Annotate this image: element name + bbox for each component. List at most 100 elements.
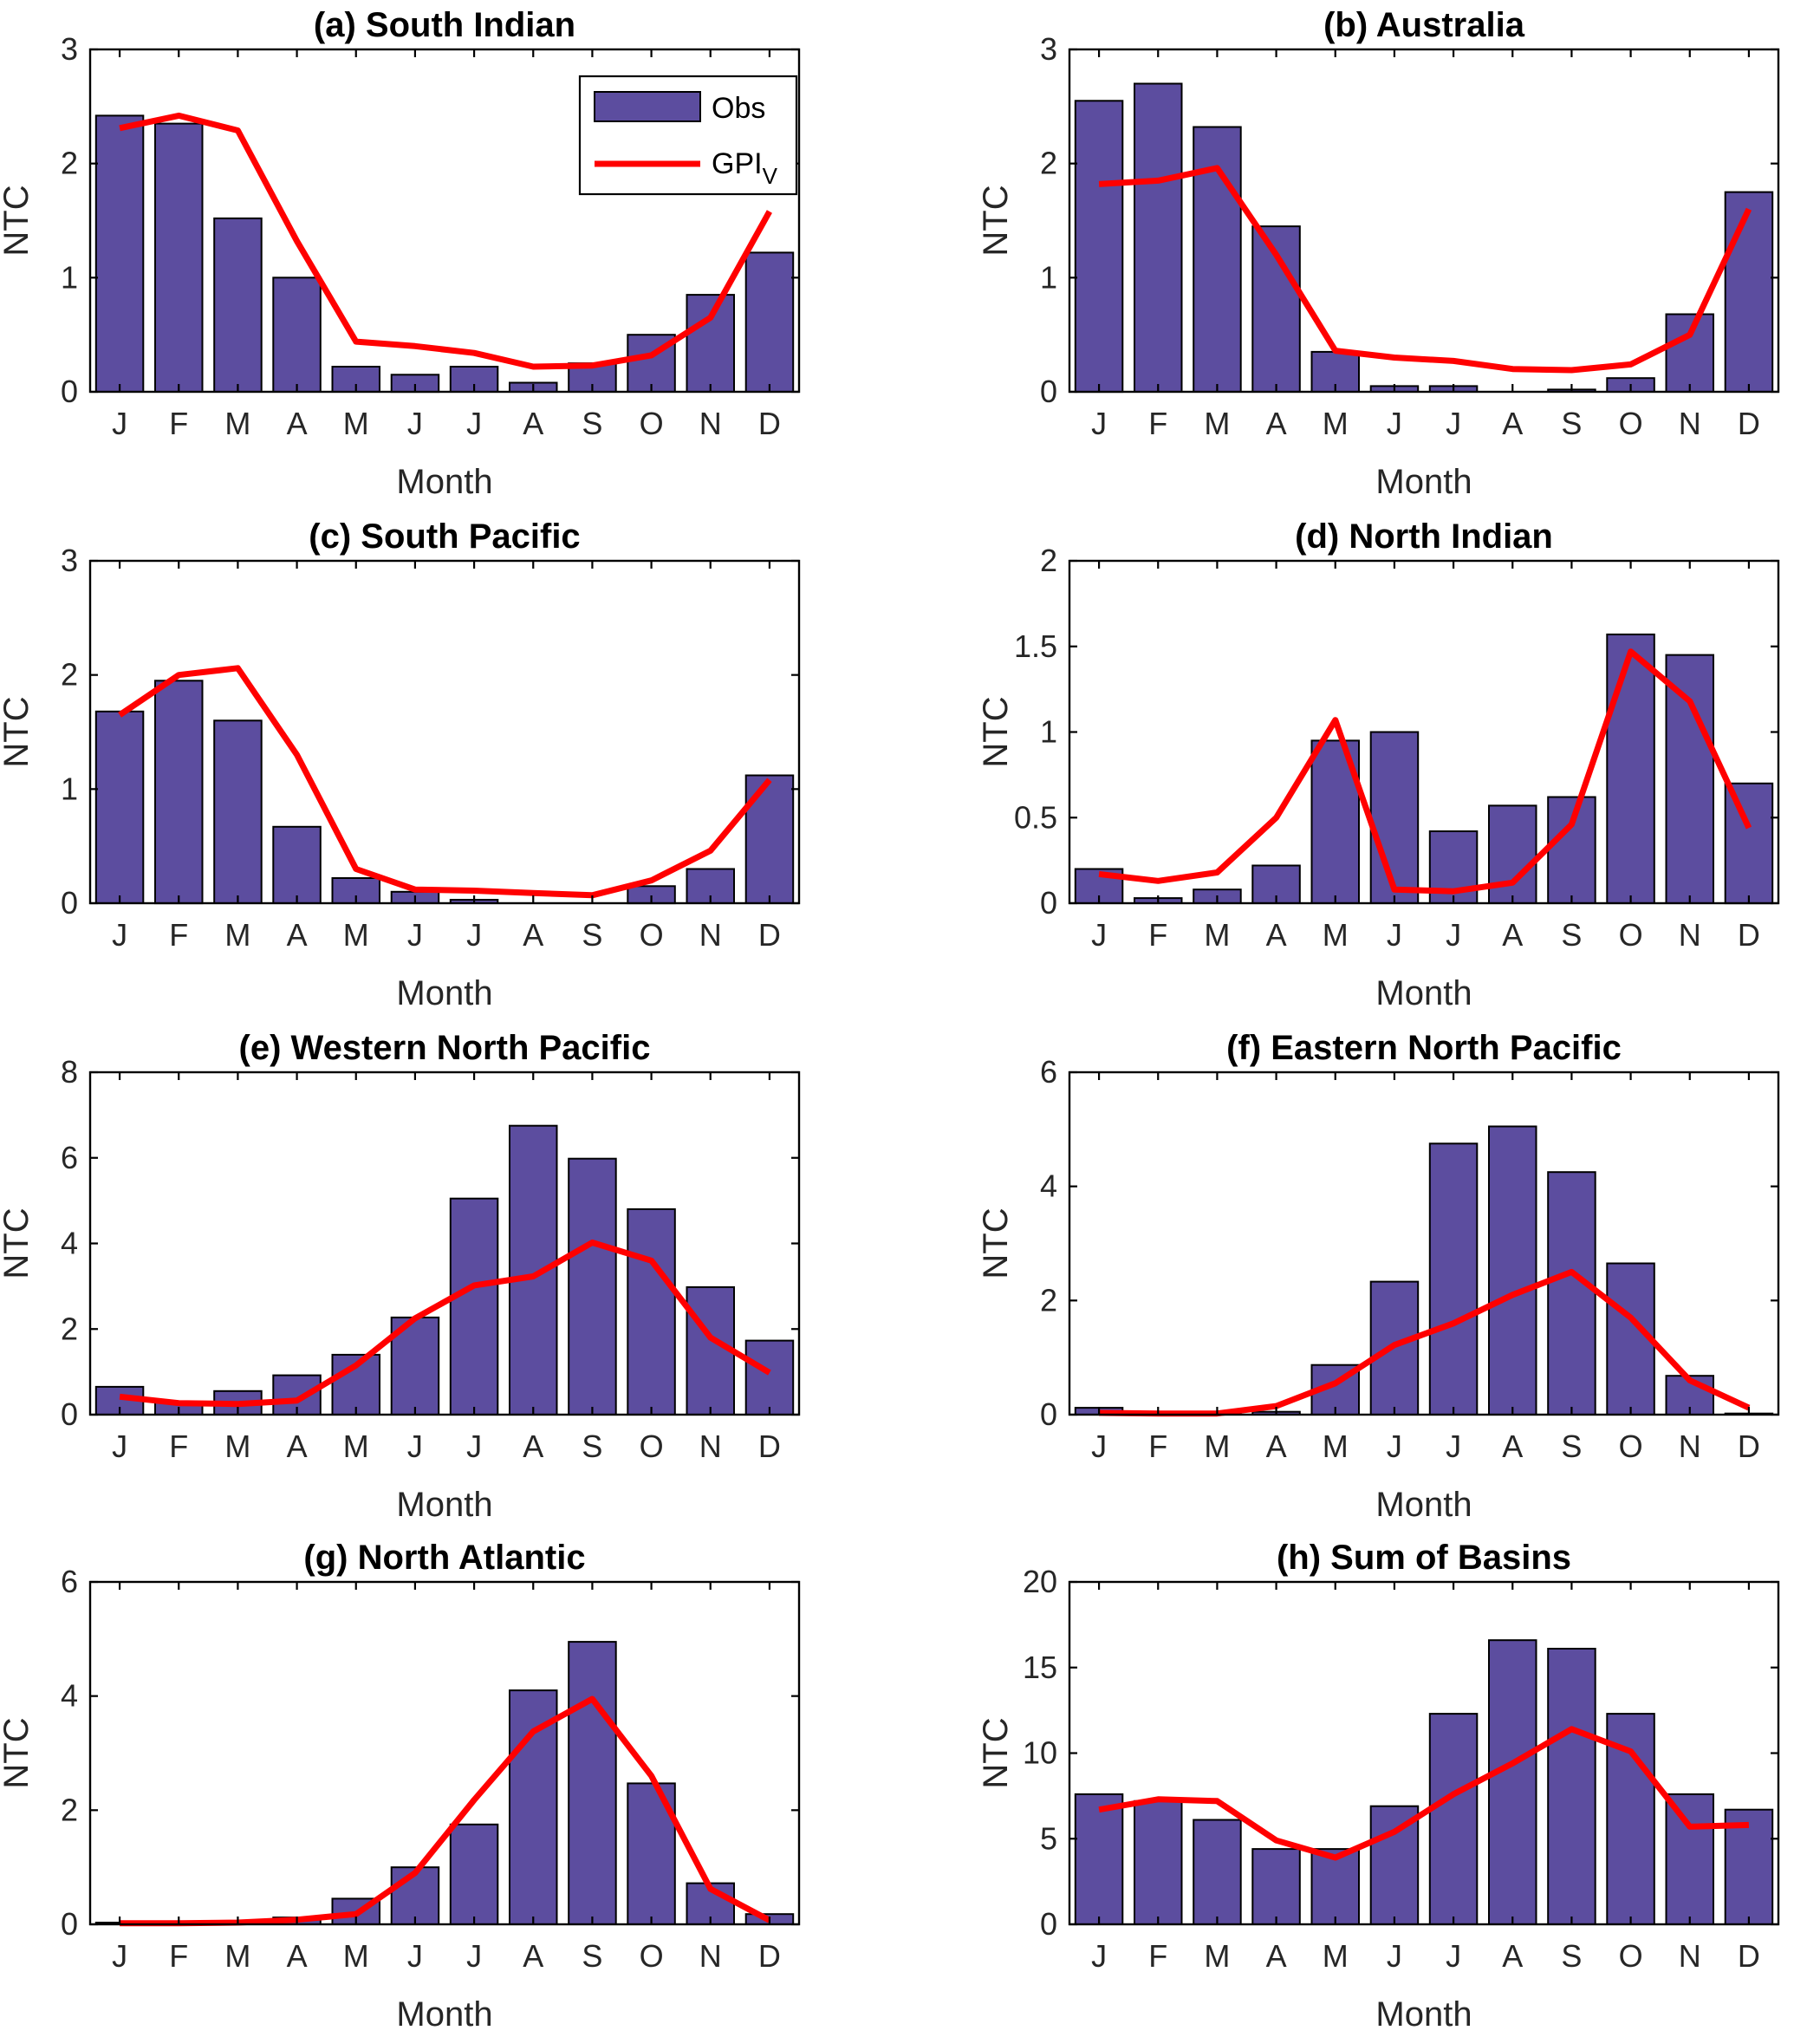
x-tick-label: M — [1204, 406, 1230, 441]
chart-title: (f) Eastern North Pacific — [1226, 1029, 1622, 1067]
x-tick-label: A — [287, 917, 308, 953]
gpi-line — [1098, 648, 1752, 895]
x-tick-label: A — [1266, 406, 1287, 441]
y-axis-label: NTC — [977, 696, 1015, 767]
obs-bar — [449, 1823, 499, 1926]
x-tick-label: F — [169, 406, 188, 441]
x-tick-label: A — [523, 1938, 543, 1974]
chart-title: (d) North Indian — [1295, 517, 1553, 556]
y-tick-label: 1 — [1040, 259, 1057, 295]
x-tick-label: O — [640, 406, 664, 441]
obs-bar — [272, 277, 322, 393]
y-tick-label: 6 — [61, 1564, 78, 1599]
y-tick-label: 2 — [1040, 146, 1057, 181]
x-tick-label: D — [1738, 406, 1760, 441]
x-tick-label: J — [1446, 917, 1461, 953]
chart-title: (h) Sum of Basins — [1277, 1539, 1571, 1577]
x-tick-label: A — [1502, 1938, 1523, 1974]
x-tick-label: J — [466, 1429, 482, 1464]
x-tick-label: S — [1561, 1938, 1582, 1974]
x-tick-label: N — [1679, 1938, 1701, 1974]
x-tick-label: J — [407, 406, 423, 441]
x-tick-label: D — [758, 917, 781, 953]
obs-bar — [94, 114, 145, 393]
obs-bar — [1606, 1262, 1655, 1415]
gpi-line — [1099, 1268, 1751, 1417]
obs-bar — [94, 710, 145, 904]
x-tick-label: O — [640, 1429, 664, 1464]
gpi-line — [118, 665, 772, 899]
x-tick-label: J — [1387, 1429, 1402, 1464]
y-tick-label: 8 — [61, 1054, 78, 1090]
x-tick-label: J — [407, 1429, 423, 1464]
x-tick-label: S — [582, 1938, 602, 1974]
y-tick-label: 5 — [1040, 1820, 1057, 1856]
obs-bar — [213, 719, 263, 904]
x-tick-label: S — [582, 406, 602, 441]
chart-title: (a) South Indian — [314, 6, 575, 44]
x-tick-label: F — [1148, 1429, 1167, 1464]
x-tick-label: N — [699, 406, 722, 441]
x-tick-label: M — [224, 1938, 250, 1974]
x-tick-label: M — [1204, 1938, 1230, 1974]
obs-bar — [568, 1641, 617, 1925]
x-tick-label: O — [640, 1938, 664, 1974]
y-tick-label: 0 — [61, 1396, 78, 1432]
x-axis-label: Month — [396, 974, 492, 1012]
x-tick-label: M — [224, 1429, 250, 1464]
x-tick-label: A — [1502, 406, 1523, 441]
x-tick-label: J — [407, 1938, 423, 1974]
x-tick-label: S — [1561, 406, 1582, 441]
obs-bar — [627, 1208, 676, 1415]
x-tick-label: D — [1738, 1429, 1760, 1464]
obs-bar — [1724, 1808, 1774, 1925]
x-tick-label: O — [640, 917, 664, 953]
x-tick-label: A — [287, 406, 308, 441]
x-tick-label: A — [1266, 1429, 1287, 1464]
x-tick-label: O — [1619, 1429, 1643, 1464]
y-tick-label: 15 — [1023, 1650, 1057, 1685]
gpi-line — [120, 1695, 771, 1927]
y-tick-label: 2 — [1040, 543, 1057, 578]
y-tick-label: 4 — [61, 1678, 78, 1714]
x-tick-label: J — [1446, 1429, 1461, 1464]
obs-bar — [1547, 796, 1596, 904]
obs-bar — [686, 294, 735, 394]
chart-panel-5: (f) Eastern North Pacific 0 2 4 6 J F M A M J J A S O N… — [977, 1029, 1780, 1524]
obs-bar — [1488, 1639, 1537, 1925]
x-tick-label: F — [1148, 406, 1167, 441]
obs-bar — [1251, 1848, 1301, 1926]
x-tick-label: J — [112, 917, 127, 953]
y-tick-label: 4 — [1040, 1168, 1057, 1204]
x-tick-label: O — [1619, 406, 1643, 441]
x-tick-label: O — [1619, 917, 1643, 953]
x-tick-label: F — [169, 917, 188, 953]
x-tick-label: J — [1387, 406, 1402, 441]
x-tick-label: J — [1091, 1938, 1107, 1974]
y-tick-label: 3 — [1040, 31, 1057, 67]
obs-bar — [154, 122, 204, 393]
x-tick-label: N — [699, 1938, 722, 1974]
obs-bar — [1369, 1805, 1420, 1925]
x-tick-label: D — [758, 1938, 781, 1974]
obs-bar — [1665, 313, 1714, 393]
x-tick-label: J — [466, 917, 482, 953]
x-tick-label: O — [1619, 1938, 1643, 1974]
obs-bar — [1428, 1142, 1479, 1416]
x-axis-label: Month — [396, 463, 492, 501]
obs-bar — [449, 1197, 499, 1415]
obs-bar — [154, 680, 204, 905]
x-tick-label: J — [112, 1429, 127, 1464]
x-tick-label: J — [112, 1938, 127, 1974]
y-tick-label: 0 — [61, 1906, 78, 1942]
obs-bar — [1074, 100, 1124, 394]
y-tick-label: 0 — [1040, 1906, 1057, 1942]
chart-title: (e) Western North Pacific — [239, 1029, 651, 1067]
x-tick-label: M — [1323, 406, 1349, 441]
x-axis-label: Month — [1375, 974, 1472, 1012]
y-tick-label: 6 — [1040, 1054, 1057, 1090]
x-tick-label: A — [1502, 1429, 1523, 1464]
